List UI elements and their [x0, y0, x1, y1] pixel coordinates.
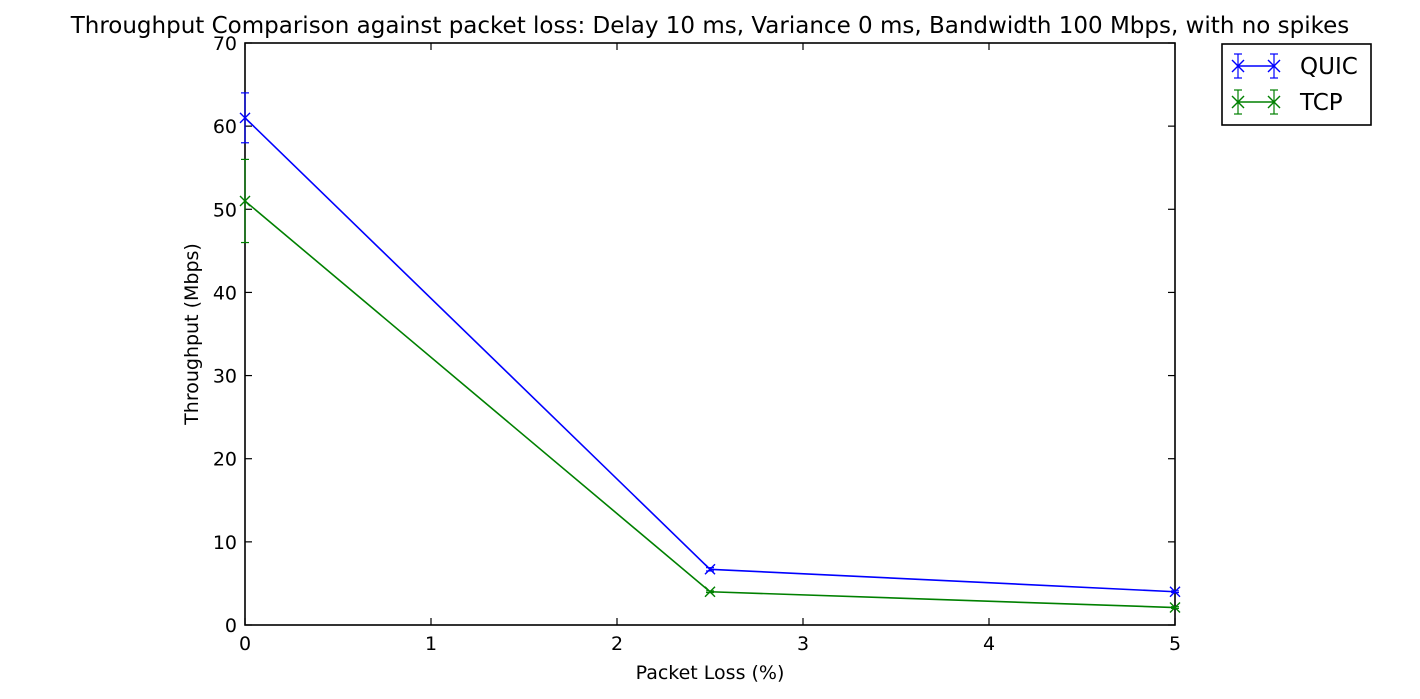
x-tick-label: 3	[797, 633, 809, 655]
x-tick-label: 2	[611, 633, 623, 655]
y-axis-label: Throughput (Mbps)	[181, 243, 203, 426]
plot-frame	[244, 42, 1176, 626]
y-tick-label: 60	[213, 116, 237, 138]
legend-label: QUIC	[1300, 54, 1358, 80]
y-tick-label: 10	[213, 532, 237, 554]
y-tick-label: 70	[213, 33, 237, 55]
y-tick-label: 30	[213, 366, 237, 388]
data-point-tcp	[704, 586, 716, 598]
series-line-tcp	[244, 200, 1176, 609]
axis-ticks	[244, 42, 1176, 626]
legend-frame	[1221, 43, 1372, 126]
legend-label: TCP	[1299, 90, 1343, 116]
series-tcp	[239, 158, 1181, 614]
y-tick-label: 50	[213, 199, 237, 221]
x-tick-label: 5	[1169, 633, 1181, 655]
x-tick-label: 4	[983, 633, 995, 655]
data-point-tcp	[1169, 602, 1181, 614]
data-point-quic	[1169, 586, 1181, 598]
y-tick-label: 0	[225, 615, 237, 637]
x-axis-label: Packet Loss (%)	[636, 662, 785, 684]
x-tick-label: 1	[425, 633, 437, 655]
legend-entry-tcp: TCP	[1231, 89, 1343, 116]
legend: QUIC TCP	[1221, 43, 1372, 126]
y-tick-label: 20	[213, 449, 237, 471]
legend-marker	[1231, 95, 1245, 109]
legend-marker	[1267, 95, 1281, 109]
series-layer	[239, 92, 1181, 614]
legend-marker	[1267, 59, 1281, 73]
data-point-quic	[239, 112, 251, 124]
series-line-quic	[244, 117, 1176, 593]
legend-marker	[1231, 59, 1245, 73]
legend-entry-quic: QUIC	[1231, 53, 1358, 80]
data-point-tcp	[239, 195, 251, 207]
y-tick-label: 40	[213, 282, 237, 304]
x-tick-label: 0	[239, 633, 251, 655]
chart-title: Throughput Comparison against packet los…	[70, 13, 1350, 39]
series-quic	[239, 92, 1181, 598]
data-point-quic	[704, 563, 716, 575]
